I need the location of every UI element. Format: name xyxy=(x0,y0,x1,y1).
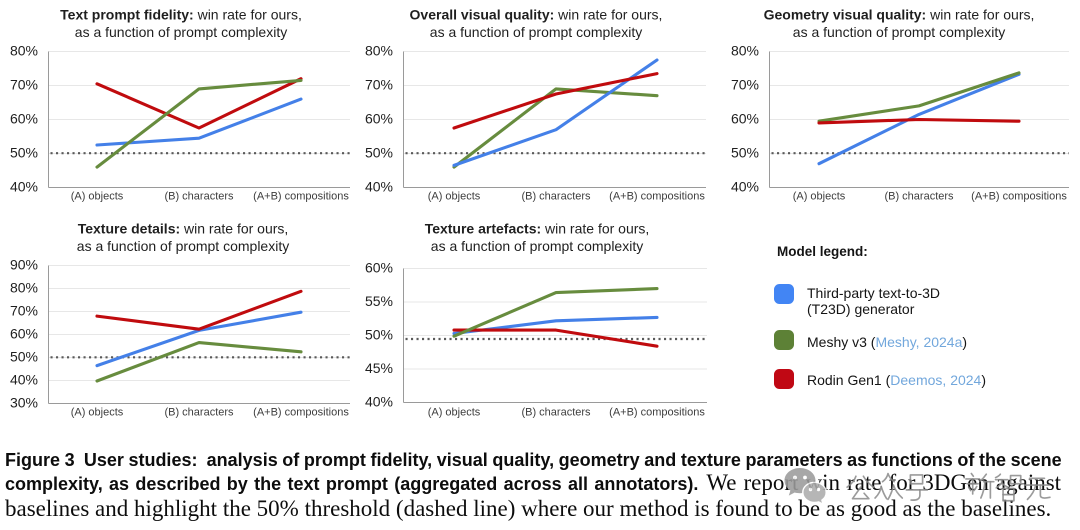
svg-text:90%: 90% xyxy=(10,257,38,273)
svg-text:80%: 80% xyxy=(10,43,38,59)
svg-text:Texture artefacts: win rate fo: Texture artefacts: win rate for ours, xyxy=(425,221,650,237)
svg-text:55%: 55% xyxy=(365,293,393,309)
svg-text:Overall visual quality: win ra: Overall visual quality: win rate for our… xyxy=(410,7,663,23)
svg-text:60%: 60% xyxy=(731,111,759,127)
svg-text:(B) characters: (B) characters xyxy=(521,191,591,203)
svg-text:50%: 50% xyxy=(365,145,393,161)
svg-text:(A+B) compositions: (A+B) compositions xyxy=(253,407,349,419)
svg-text:50%: 50% xyxy=(10,145,38,161)
svg-text:(B) characters: (B) characters xyxy=(164,191,234,203)
svg-text:40%: 40% xyxy=(365,394,393,410)
svg-text:as a function of prompt comple: as a function of prompt complexity xyxy=(430,24,642,40)
svg-text:as a function of prompt comple: as a function of prompt complexity xyxy=(75,24,287,40)
svg-text:as a function of prompt comple: as a function of prompt complexity xyxy=(793,24,1005,40)
svg-text:(A+B) compositions: (A+B) compositions xyxy=(609,191,705,203)
svg-text:60%: 60% xyxy=(10,111,38,127)
svg-text:(A+B) compositions: (A+B) compositions xyxy=(253,191,349,203)
svg-text:40%: 40% xyxy=(10,372,38,388)
svg-text:(A+B) compositions: (A+B) compositions xyxy=(609,407,705,419)
svg-text:80%: 80% xyxy=(10,280,38,296)
svg-text:60%: 60% xyxy=(10,326,38,342)
svg-text:as a function of prompt comple: as a function of prompt complexity xyxy=(77,238,289,254)
svg-text:40%: 40% xyxy=(365,179,393,195)
svg-text:70%: 70% xyxy=(10,303,38,319)
svg-text:(B) characters: (B) characters xyxy=(884,191,954,203)
svg-text:(B) characters: (B) characters xyxy=(521,407,591,419)
svg-text:(A) objects: (A) objects xyxy=(793,191,846,203)
svg-text:30%: 30% xyxy=(10,395,38,411)
svg-text:50%: 50% xyxy=(731,145,759,161)
svg-text:Text prompt fidelity: win rate: Text prompt fidelity: win rate for ours, xyxy=(60,7,302,23)
svg-text:50%: 50% xyxy=(365,327,393,343)
svg-text:70%: 70% xyxy=(10,77,38,93)
svg-text:(A) objects: (A) objects xyxy=(428,407,481,419)
svg-text:60%: 60% xyxy=(365,260,393,276)
svg-text:(A+B) compositions: (A+B) compositions xyxy=(971,191,1067,203)
svg-text:(B) characters: (B) characters xyxy=(164,407,234,419)
svg-text:40%: 40% xyxy=(10,179,38,195)
svg-text:Texture details: win rate for: Texture details: win rate for ours, xyxy=(78,221,289,237)
svg-text:80%: 80% xyxy=(731,43,759,59)
svg-text:40%: 40% xyxy=(731,179,759,195)
svg-text:45%: 45% xyxy=(365,360,393,376)
svg-text:as a function of prompt comple: as a function of prompt complexity xyxy=(431,238,643,254)
svg-text:(A) objects: (A) objects xyxy=(71,407,124,419)
svg-text:60%: 60% xyxy=(365,111,393,127)
svg-text:Geometry visual quality: win r: Geometry visual quality: win rate for ou… xyxy=(764,7,1035,23)
svg-text:70%: 70% xyxy=(365,77,393,93)
svg-text:(A) objects: (A) objects xyxy=(428,191,481,203)
svg-text:50%: 50% xyxy=(10,349,38,365)
svg-text:(A) objects: (A) objects xyxy=(71,191,124,203)
svg-text:70%: 70% xyxy=(731,77,759,93)
svg-text:80%: 80% xyxy=(365,43,393,59)
